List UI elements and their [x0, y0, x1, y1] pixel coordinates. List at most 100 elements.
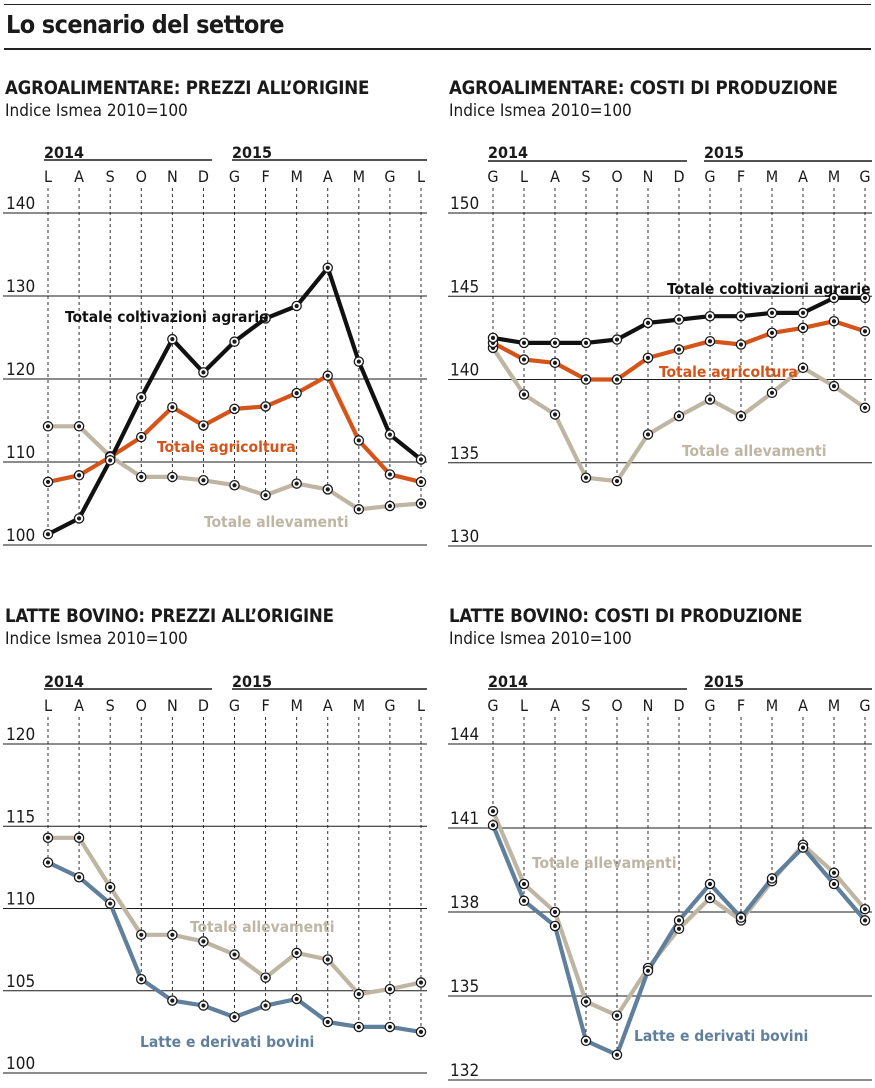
data-point-core — [76, 424, 82, 429]
x-tick-label: S — [581, 167, 590, 186]
data-point-core — [800, 310, 806, 315]
y-tick-label: 135 — [450, 977, 479, 997]
data-point-core — [583, 999, 589, 1004]
data-point-core — [170, 474, 175, 480]
data-point-core — [325, 373, 330, 378]
data-point-core — [45, 835, 51, 840]
year-label: 2014 — [44, 143, 84, 162]
y-tick-label: 100 — [6, 526, 35, 546]
series-label: Totale agricoltura — [157, 438, 296, 456]
x-tick-label: A — [323, 696, 333, 715]
chart-title: AGROALIMENTARE: PREZZI ALL’ORIGINE — [5, 78, 370, 99]
data-point-core — [418, 479, 424, 485]
y-tick-label: 140 — [6, 194, 35, 214]
data-point-core — [170, 405, 175, 410]
x-tick-label: D — [673, 167, 684, 186]
data-point-core — [232, 339, 237, 344]
data-point-core — [614, 1013, 620, 1018]
x-tick-label: N — [167, 167, 178, 186]
x-tick-label: M — [766, 167, 778, 186]
y-tick-label: 140 — [450, 361, 479, 381]
data-point-core — [139, 435, 144, 440]
x-tick-label: L — [44, 167, 52, 186]
chart-subtitle: Indice Ismea 2010=100 — [449, 629, 632, 649]
y-tick-label: 105 — [6, 972, 35, 992]
x-tick-label: A — [74, 167, 84, 186]
data-point-core — [800, 325, 806, 330]
data-point-core — [831, 870, 837, 875]
data-point-core — [356, 438, 361, 443]
year-label: 2014 — [44, 672, 84, 691]
data-point-core — [387, 472, 393, 477]
data-point-core — [232, 1014, 237, 1020]
x-tick-label: A — [74, 696, 84, 715]
data-point-core — [356, 507, 361, 512]
data-point-core — [294, 391, 299, 396]
x-tick-label: L — [44, 696, 52, 715]
page-title: Lo scenario del settore — [6, 10, 285, 39]
series-label: Totale agricoltura — [659, 363, 798, 381]
x-tick-label: G — [704, 696, 715, 715]
data-point-core — [201, 423, 206, 428]
x-tick-label: M — [353, 696, 365, 715]
title-rule — [4, 48, 871, 50]
x-tick-label: G — [704, 167, 715, 186]
y-tick-label: 144 — [450, 725, 479, 745]
chart-title: AGROALIMENTARE: COSTI DI PRODUZIONE — [449, 78, 838, 99]
data-point-core — [800, 365, 806, 370]
x-tick-label: L — [417, 696, 425, 715]
data-point-core — [645, 968, 651, 973]
data-point-core — [76, 835, 82, 840]
year-label: 2014 — [488, 672, 528, 691]
series-label: Latte e derivati bovini — [634, 1027, 808, 1045]
data-point-core — [201, 370, 206, 375]
x-tick-label: G — [229, 167, 240, 186]
data-point-core — [707, 314, 713, 319]
x-tick-label: A — [798, 696, 808, 715]
data-point-core — [263, 1003, 268, 1008]
data-point-core — [862, 295, 868, 301]
chart-subtitle: Indice Ismea 2010=100 — [5, 629, 188, 649]
data-point-core — [232, 483, 237, 488]
data-point-core — [707, 339, 713, 344]
data-point-core — [232, 952, 237, 957]
data-point-core — [645, 432, 651, 437]
data-point-core — [325, 1019, 330, 1025]
data-point-core — [831, 319, 837, 324]
data-point-core — [418, 457, 424, 462]
x-tick-label: A — [550, 696, 560, 715]
data-point-core — [707, 881, 713, 887]
data-point-core — [387, 1024, 393, 1030]
x-tick-label: A — [323, 167, 333, 186]
data-point-core — [294, 481, 299, 486]
x-tick-label: N — [643, 696, 654, 715]
data-point-core — [614, 377, 620, 382]
x-tick-label: M — [828, 167, 840, 186]
x-tick-label: G — [229, 696, 240, 715]
year-label: 2015 — [704, 143, 744, 162]
data-point-core — [201, 939, 206, 944]
series-label: Totale coltivazioni agrarie — [667, 280, 871, 298]
data-point-core — [356, 359, 361, 364]
x-tick-label: G — [487, 696, 498, 715]
x-tick-label: S — [581, 696, 590, 715]
x-tick-label: L — [417, 167, 425, 186]
series-line — [490, 809, 868, 1018]
y-tick-label: 100 — [6, 1054, 35, 1074]
data-point-core — [676, 317, 682, 322]
data-point-core — [769, 876, 775, 881]
y-tick-label: 130 — [450, 527, 479, 547]
data-point-core — [45, 479, 51, 485]
data-point-core — [738, 915, 744, 920]
x-tick-label: D — [198, 167, 209, 186]
data-point-core — [614, 337, 620, 342]
x-tick-label: D — [198, 696, 209, 715]
data-point-core — [738, 314, 744, 319]
data-point-core — [170, 932, 175, 937]
data-point-core — [490, 809, 496, 814]
x-tick-label: M — [828, 696, 840, 715]
data-point-core — [521, 881, 527, 887]
